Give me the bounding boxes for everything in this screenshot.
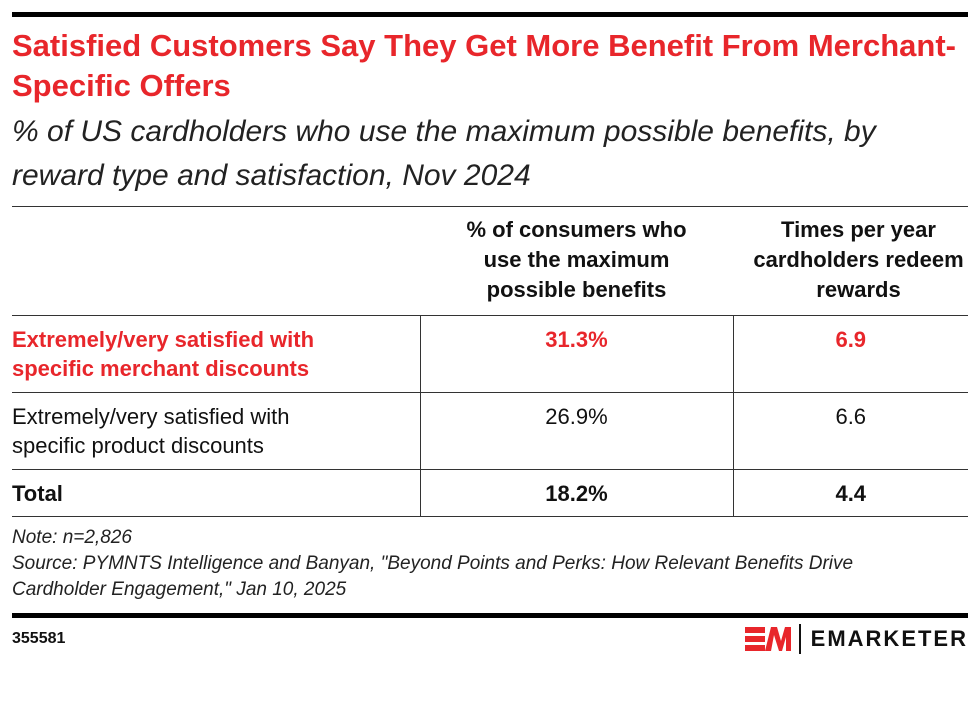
cell-value: 18.2% [419,469,733,517]
em-logo-icon [744,627,791,651]
cell-value: 6.6 [732,392,968,470]
cell-value: 6.9 [732,315,968,393]
table-row: Total 18.2% 4.4 [12,469,968,517]
table-row: Extremely/very satisfied with specific m… [12,315,968,393]
row-label: Extremely/very satisfied with specific p… [12,392,420,470]
header-empty [12,206,420,316]
row-label: Extremely/very satisfied with specific m… [12,315,420,393]
header-row: % of consumers who use the maximum possi… [12,206,968,316]
cell-value: 31.3% [419,315,733,393]
cell-value: 26.9% [419,392,733,470]
header-times-per-year: Times per year cardholders redeem reward… [733,206,968,316]
source-text: Source: PYMNTS Intelligence and Banyan, … [12,553,854,600]
note-text: Note: n=2,826 [12,527,132,548]
logo-text: EMARKETER [810,626,968,651]
header-max-benefits: % of consumers who use the maximum possi… [420,206,733,316]
cell-value: 4.4 [732,469,968,517]
emarketer-logo: EMARKETER [744,624,968,654]
row-label: Total [12,469,420,517]
notes: Note: n=2,826 Source: PYMNTS Intelligenc… [12,525,968,603]
data-table: % of consumers who use the maximum possi… [12,206,968,517]
footer: 355581 EMARKETER [12,613,968,660]
chart-subtitle: % of US cardholders who use the maximum … [12,115,876,192]
top-rule [12,12,968,17]
chart-title: Satisfied Customers Say They Get More Be… [12,28,956,103]
logo-separator [798,624,801,654]
table-row: Extremely/very satisfied with specific p… [12,392,968,470]
chart-id: 355581 [12,630,66,647]
